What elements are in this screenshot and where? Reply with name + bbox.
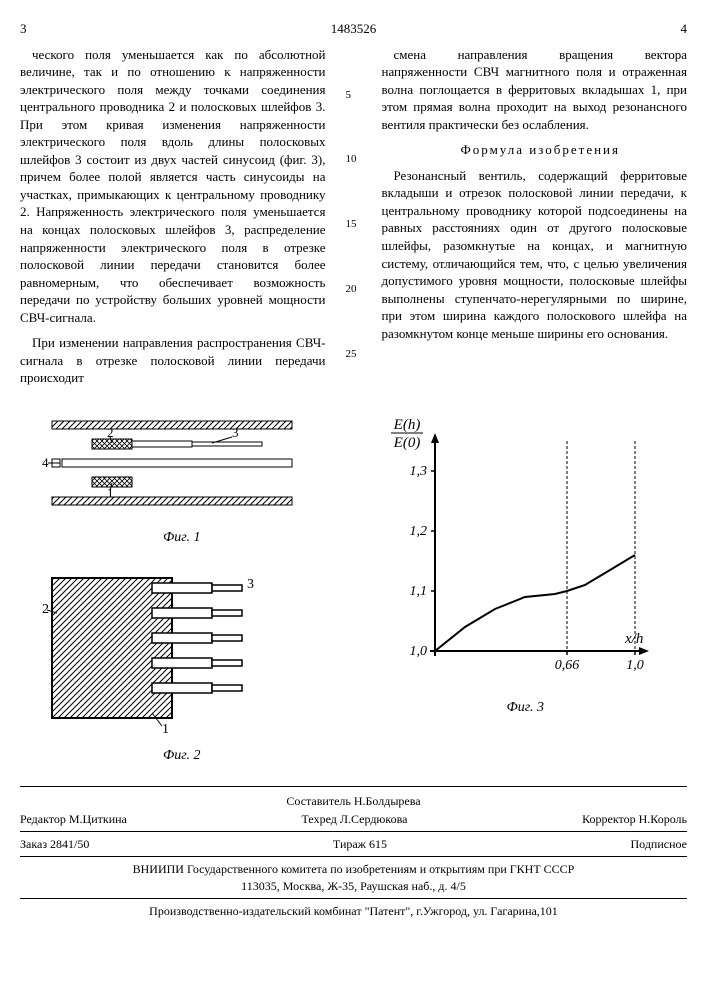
svg-text:1,0: 1,0 <box>410 644 428 659</box>
footer-printer: Производственно-издательский комбинат "П… <box>20 903 687 919</box>
page-right: 4 <box>681 20 688 38</box>
figures-right: 1,0 1,1 1,2 1,3 0,66 1,0 E(h) E(0) x/h Фиг. 3 <box>375 411 675 718</box>
column-left: ческого поля уменьшается как по абсолютн… <box>20 46 326 395</box>
fig2-label-1: 1 <box>162 722 169 737</box>
fig1-label-4: 4 <box>42 455 49 470</box>
footer-compiler: Составитель Н.Болдырева <box>286 793 420 809</box>
fig3-svg: 1,0 1,1 1,2 1,3 0,66 1,0 E(h) E(0) x/h <box>375 411 655 691</box>
ln-25: 25 <box>346 347 362 362</box>
svg-text:1,2: 1,2 <box>410 524 428 539</box>
fig2-caption: Фиг. 2 <box>32 747 332 766</box>
fig2-svg: 2 3 1 <box>32 558 312 738</box>
left-para-2: При изменении направления распространени… <box>20 334 326 387</box>
fig1-svg: 2 3 4 1 <box>32 411 312 521</box>
fig3-caption: Фиг. 3 <box>375 699 675 718</box>
fig1-caption: Фиг. 1 <box>32 529 332 548</box>
svg-text:E(0): E(0) <box>393 435 421 451</box>
footer: Составитель Н.Болдырева Редактор М.Цитки… <box>20 786 687 919</box>
footer-tech: Техред Л.Сердюкова <box>302 811 408 827</box>
page-header: 3 1483526 4 <box>20 20 687 38</box>
svg-text:E(h): E(h) <box>393 417 421 433</box>
ln-10: 10 <box>346 152 362 167</box>
svg-text:x/h: x/h <box>624 631 643 647</box>
right-para-1: смена направления вращения вектора напря… <box>382 46 688 134</box>
fig2-label-3: 3 <box>247 577 254 592</box>
svg-text:1,3: 1,3 <box>410 464 428 479</box>
text-columns: ческого поля уменьшается как по абсолютн… <box>20 46 687 395</box>
footer-address: 113035, Москва, Ж-35, Раушская наб., д. … <box>20 878 687 894</box>
fig1-label-3: 3 <box>232 425 239 440</box>
svg-text:0,66: 0,66 <box>555 658 580 673</box>
ln-15: 15 <box>346 217 362 232</box>
figures-row: 2 3 4 1 Фиг. 1 <box>20 411 687 766</box>
fig1-label-1: 1 <box>107 485 114 500</box>
right-para-2: Резонансный вентиль, содержащий ферритов… <box>382 167 688 342</box>
figures-left: 2 3 4 1 Фиг. 1 <box>32 411 332 766</box>
footer-org: ВНИИПИ Государственного комитета по изоб… <box>20 861 687 877</box>
doc-number: 1483526 <box>27 20 681 38</box>
footer-order: Заказ 2841/50 <box>20 836 89 852</box>
footer-corrector: Корректор Н.Король <box>582 811 687 827</box>
svg-text:1,0: 1,0 <box>627 658 645 673</box>
footer-subscription: Подписное <box>631 836 688 852</box>
left-para-1: ческого поля уменьшается как по абсолютн… <box>20 46 326 327</box>
column-right: смена направления вращения вектора напря… <box>382 46 688 395</box>
svg-text:1,1: 1,1 <box>410 584 428 599</box>
footer-tirage: Тираж 615 <box>333 836 387 852</box>
ln-20: 20 <box>346 282 362 297</box>
footer-editor: Редактор М.Циткина <box>20 811 127 827</box>
fig2-label-2: 2 <box>42 602 49 617</box>
line-numbers: 5 10 15 20 25 <box>346 46 362 395</box>
formula-title: Формула изобретения <box>382 141 688 159</box>
ln-5: 5 <box>346 88 362 103</box>
